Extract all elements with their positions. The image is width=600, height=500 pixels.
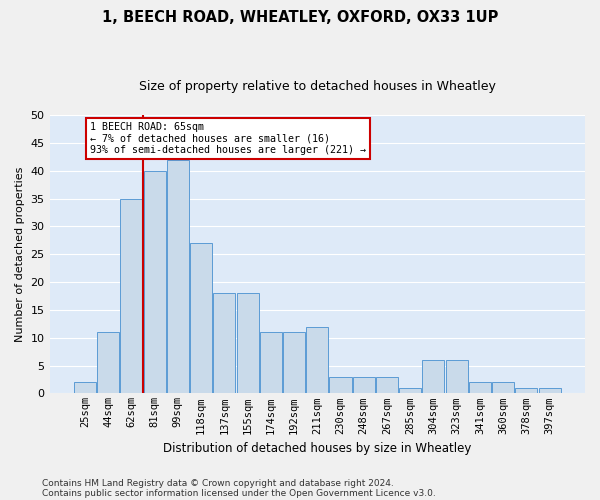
Bar [167, 160, 189, 394]
Bar [353, 376, 375, 394]
X-axis label: Distribution of detached houses by size in Wheatley: Distribution of detached houses by size … [163, 442, 472, 455]
Bar [306, 326, 328, 394]
Bar [121, 198, 142, 394]
Bar [469, 382, 491, 394]
Bar [190, 243, 212, 394]
Bar [422, 360, 445, 394]
Text: Contains HM Land Registry data © Crown copyright and database right 2024.: Contains HM Land Registry data © Crown c… [42, 478, 394, 488]
Bar [492, 382, 514, 394]
Bar [515, 388, 538, 394]
Bar [539, 388, 560, 394]
Bar [236, 293, 259, 394]
Text: 1, BEECH ROAD, WHEATLEY, OXFORD, OX33 1UP: 1, BEECH ROAD, WHEATLEY, OXFORD, OX33 1U… [102, 10, 498, 25]
Bar [446, 360, 468, 394]
Bar [283, 332, 305, 394]
Bar [213, 293, 235, 394]
Bar [329, 376, 352, 394]
Bar [74, 382, 96, 394]
Bar [143, 170, 166, 394]
Bar [399, 388, 421, 394]
Text: Contains public sector information licensed under the Open Government Licence v3: Contains public sector information licen… [42, 488, 436, 498]
Bar [376, 376, 398, 394]
Text: 1 BEECH ROAD: 65sqm
← 7% of detached houses are smaller (16)
93% of semi-detache: 1 BEECH ROAD: 65sqm ← 7% of detached hou… [89, 122, 365, 155]
Bar [260, 332, 282, 394]
Bar [97, 332, 119, 394]
Title: Size of property relative to detached houses in Wheatley: Size of property relative to detached ho… [139, 80, 496, 93]
Y-axis label: Number of detached properties: Number of detached properties [15, 166, 25, 342]
